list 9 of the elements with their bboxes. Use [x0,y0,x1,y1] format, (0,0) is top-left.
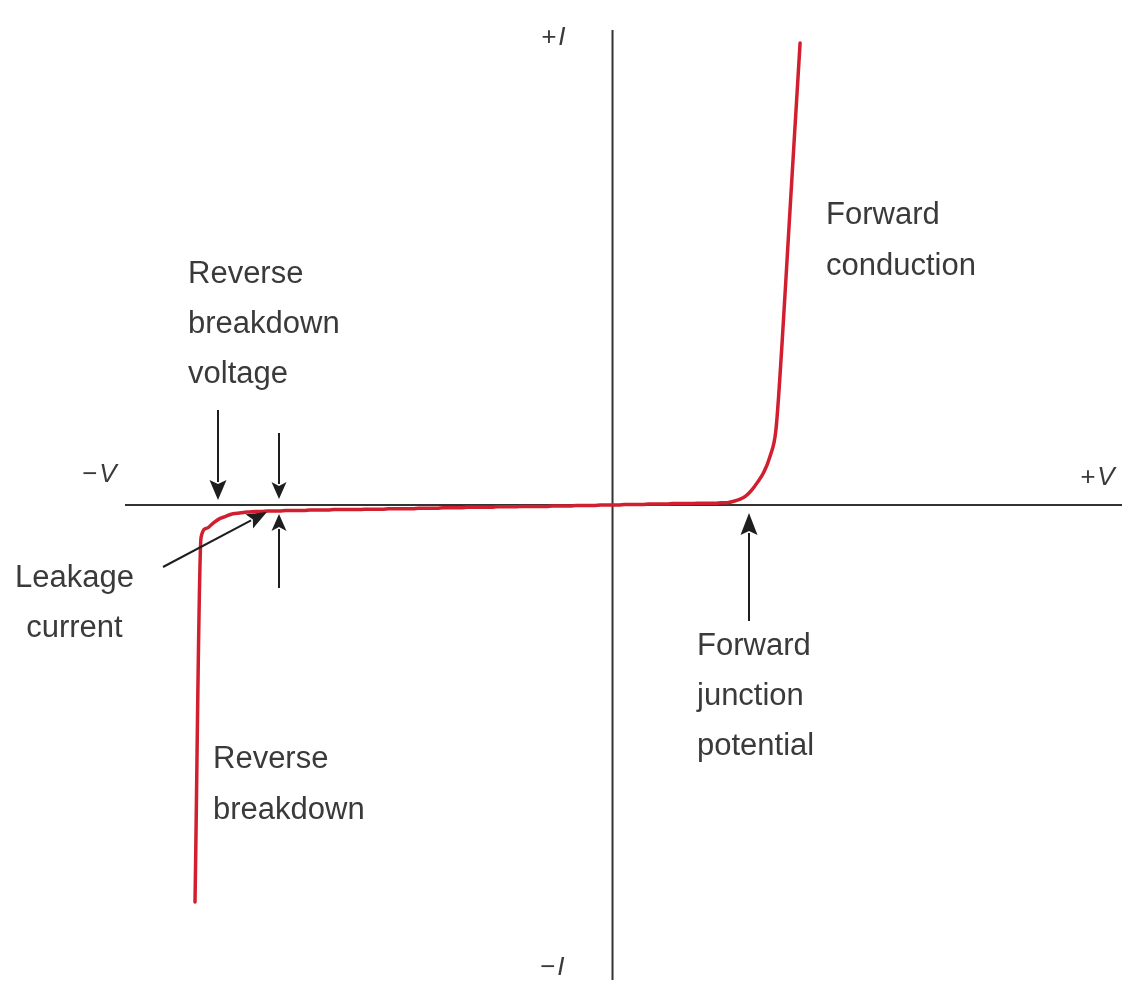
annotation: +I [541,21,568,51]
text: +V [1080,461,1117,491]
annotation: Reverse breakdown [213,738,365,828]
text: −I [540,951,567,981]
annotation: Reverse breakdown voltage [188,254,340,392]
text: −V [82,458,119,488]
text: Forward conduction [826,194,976,284]
annotation: Forward junction potential [697,626,815,764]
text: Leakage current [15,558,134,646]
